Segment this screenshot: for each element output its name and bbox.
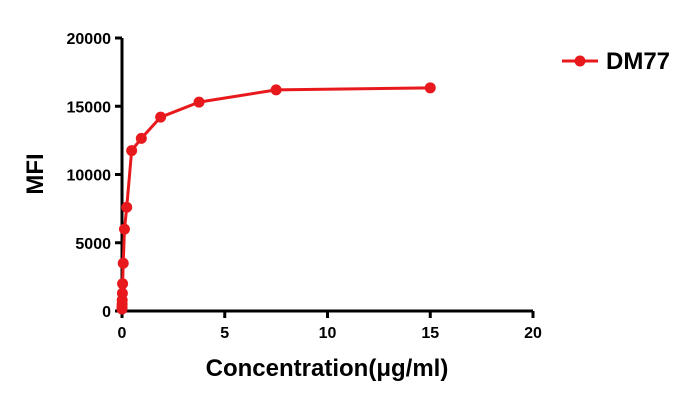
- data-point: [155, 111, 167, 123]
- x-axis-title: Concentration(μg/ml): [206, 355, 449, 382]
- x-tick-label: 5: [220, 325, 229, 342]
- data-point: [424, 82, 436, 94]
- data-point: [117, 257, 129, 269]
- y-tick-label: 0: [102, 304, 111, 321]
- plot-series: [116, 82, 436, 315]
- x-tick-label: 0: [118, 325, 127, 342]
- data-point: [117, 278, 129, 290]
- x-ticks: 0 5 10 15 20: [118, 311, 542, 342]
- data-point: [126, 145, 138, 157]
- x-tick-label: 15: [421, 325, 439, 342]
- y-tick-label: 15000: [67, 99, 112, 116]
- legend-marker: [574, 55, 586, 67]
- y-tick-label: 5000: [75, 236, 111, 253]
- x-tick-label: 20: [524, 325, 542, 342]
- y-axis: 0 5000 10000 15000 20000 MFI: [22, 31, 124, 321]
- data-point: [135, 132, 147, 144]
- data-point: [270, 84, 282, 96]
- data-point: [121, 201, 133, 213]
- x-tick-label: 10: [319, 325, 337, 342]
- data-point: [116, 287, 128, 299]
- y-tick-label: 20000: [67, 31, 112, 48]
- data-point: [193, 96, 205, 108]
- x-axis: 0 5 10 15 20 Concentration(μg/ml): [118, 309, 542, 382]
- y-ticks: 0 5000 10000 15000 20000: [67, 31, 122, 321]
- legend-label: DM77: [606, 48, 670, 75]
- legend: DM77: [562, 48, 670, 75]
- series-line: [120, 86, 431, 309]
- y-tick-label: 10000: [67, 168, 112, 185]
- data-point: [118, 223, 130, 235]
- y-axis-title: MFI: [22, 153, 49, 194]
